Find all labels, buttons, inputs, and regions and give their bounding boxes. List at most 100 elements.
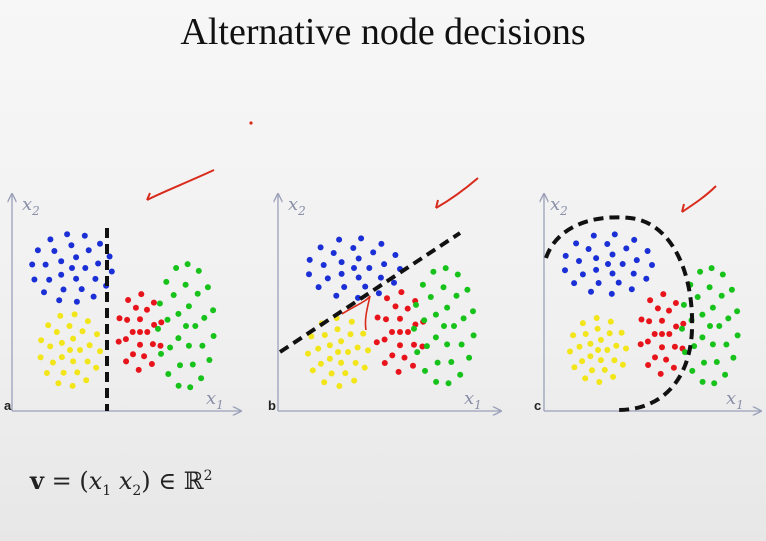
blue-point — [92, 275, 99, 282]
green-point — [711, 380, 718, 387]
green-point — [185, 342, 192, 349]
green-point — [164, 316, 171, 323]
green-point — [728, 286, 735, 293]
blue-point — [82, 265, 89, 271]
red-point — [122, 336, 129, 343]
green-point — [699, 334, 706, 341]
blue-point — [362, 283, 369, 290]
red-point — [381, 336, 388, 343]
yellow-point — [317, 360, 324, 367]
red-point — [657, 370, 664, 377]
green-point — [434, 359, 441, 366]
yellow-point — [94, 331, 100, 338]
red-point — [651, 331, 658, 337]
blue-point — [593, 255, 600, 262]
red-point — [157, 342, 164, 349]
blue-point — [370, 249, 377, 256]
yellow-cluster — [37, 311, 103, 389]
blue-point — [338, 270, 345, 277]
blue-point — [366, 265, 373, 271]
blue-point — [41, 289, 47, 296]
blue-point — [58, 271, 65, 278]
blue-point — [73, 254, 80, 261]
green-point — [192, 323, 199, 329]
green-point — [175, 382, 182, 389]
green-point — [707, 323, 713, 329]
blue-point — [47, 236, 54, 243]
yellow-point — [594, 325, 601, 332]
red-point — [410, 362, 416, 369]
red-point — [659, 344, 665, 351]
blue-point — [611, 231, 618, 238]
green-point — [421, 317, 428, 324]
green-point — [187, 384, 194, 391]
green-point — [464, 286, 471, 293]
blue-point — [97, 240, 103, 247]
yellow-point — [576, 343, 583, 350]
red-point — [381, 360, 388, 366]
green-point — [444, 341, 451, 348]
yellow-point — [342, 370, 349, 377]
green-point — [713, 359, 720, 365]
green-point — [163, 278, 170, 285]
green-cluster — [411, 265, 477, 387]
formula-power: 2 — [203, 468, 213, 484]
yellow-point — [582, 375, 589, 382]
y-axis-label: x2 — [22, 194, 40, 218]
green-point — [195, 267, 202, 274]
green-point — [182, 281, 189, 288]
yellow-point — [587, 340, 594, 347]
green-point — [448, 359, 455, 365]
green-point — [413, 301, 419, 308]
red-point — [419, 343, 426, 350]
green-point — [445, 380, 452, 387]
formula: v = (x1 x2) ∈ ℝ2 — [30, 466, 213, 499]
green-point — [709, 304, 716, 311]
red-point — [647, 297, 654, 304]
green-point — [158, 350, 164, 357]
blue-point — [630, 270, 637, 277]
green-point — [725, 315, 732, 322]
yellow-point — [347, 331, 354, 338]
blue-point — [609, 251, 616, 258]
blue-point — [60, 286, 67, 293]
yellow-point — [570, 332, 577, 339]
yellow-point — [326, 342, 333, 349]
panel-letter: a — [4, 398, 12, 413]
green-point — [411, 325, 417, 332]
red-point — [141, 353, 148, 360]
green-point — [170, 292, 177, 298]
formula-var-1: x — [88, 467, 103, 495]
red-point — [666, 307, 672, 314]
formula-element-of: ∈ — [158, 467, 177, 495]
blue-point — [576, 258, 582, 264]
yellow-point — [315, 345, 322, 352]
yellow-point — [38, 337, 45, 344]
red-point — [670, 364, 677, 371]
red-point — [672, 300, 679, 306]
blue-point — [306, 256, 313, 263]
green-point — [183, 323, 189, 329]
green-point — [173, 265, 180, 271]
blue-point — [355, 274, 362, 281]
red-point — [405, 329, 411, 335]
green-point — [432, 334, 439, 341]
red-point — [644, 338, 651, 345]
green-point — [427, 294, 434, 300]
yellow-point — [606, 330, 613, 337]
green-point — [701, 359, 707, 366]
red-point — [384, 295, 390, 302]
green-point — [470, 332, 477, 339]
blue-point — [350, 245, 357, 251]
green-point — [201, 314, 208, 321]
red-point — [398, 289, 405, 296]
red-point — [395, 368, 402, 375]
yellow-point — [57, 312, 64, 319]
yellow-point — [305, 350, 311, 357]
green-point — [175, 310, 182, 317]
decision-boundary-oblique — [278, 231, 462, 354]
yellow-point — [604, 347, 611, 353]
red-point — [116, 315, 123, 322]
green-point — [718, 292, 725, 299]
red-point — [666, 331, 673, 337]
